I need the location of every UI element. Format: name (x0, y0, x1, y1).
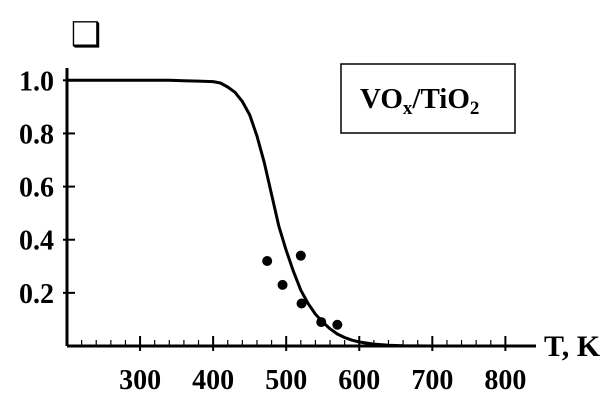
x-tick-label: 400 (192, 365, 234, 396)
y-tick-label: 1.0 (19, 66, 54, 97)
model-curve (67, 78, 491, 348)
y-tick-label: 0.4 (19, 226, 54, 257)
legend-subscript: 2 (470, 98, 480, 119)
data-point (332, 319, 343, 330)
data-point (262, 255, 273, 266)
legend-label: VOx/TiO2 (360, 83, 479, 119)
square-marker-icon: ❑ (71, 15, 101, 55)
legend-box: VOx/TiO2 (340, 63, 516, 134)
y-tick-label: 0.2 (19, 279, 54, 310)
x-tick-label: 300 (119, 365, 161, 396)
plot-area: 300 400 500 600 700 800 0.2 0.4 0.6 0.8 1.0 (19, 66, 536, 396)
data-point (277, 279, 288, 290)
data-point (316, 317, 327, 328)
x-axis-label: T, K (544, 330, 601, 363)
y-tick-label: 0.6 (19, 173, 54, 204)
x-tick-label: 500 (265, 365, 307, 396)
series-layer (67, 78, 491, 348)
legend-label-part: VO (360, 83, 403, 115)
data-point (295, 250, 306, 261)
legend-subscript: x (403, 98, 413, 119)
x-minor-ticks (81, 340, 492, 346)
x-tick-labels: 300 400 500 600 700 800 (119, 365, 526, 396)
x-tick-label: 600 (338, 365, 380, 396)
x-tick-label: 800 (484, 365, 526, 396)
data-point (296, 298, 307, 309)
y-ticks (63, 79, 75, 294)
y-tick-label: 0.8 (19, 119, 54, 150)
x-major-ticks (139, 336, 507, 351)
legend-label-part: /TiO (411, 83, 470, 115)
y-tick-labels: 0.2 0.4 0.6 0.8 1.0 (19, 66, 54, 310)
x-tick-label: 700 (411, 365, 453, 396)
